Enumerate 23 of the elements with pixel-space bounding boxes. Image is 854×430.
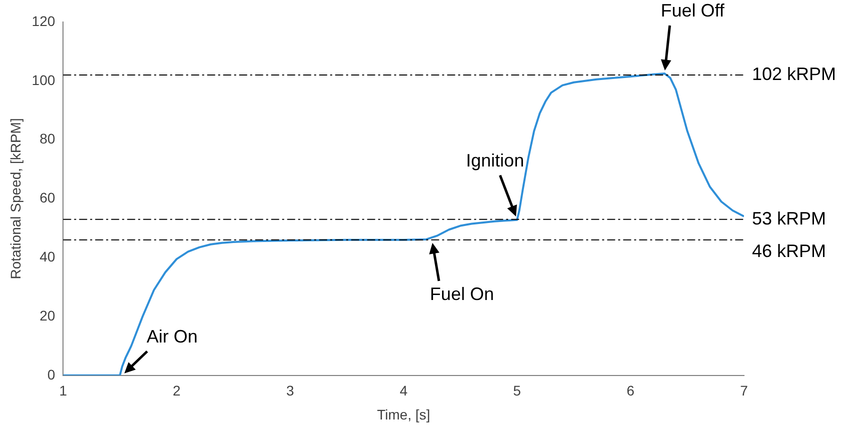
y-axis-title: Rotational Speed, [kRPM] bbox=[7, 118, 24, 280]
y-tick-label: 80 bbox=[40, 130, 56, 147]
x-tick-label: 4 bbox=[400, 382, 408, 399]
x-tick-label: 6 bbox=[626, 382, 635, 399]
x-tick-label: 2 bbox=[172, 382, 181, 399]
y-tick-label: 20 bbox=[40, 307, 56, 324]
x-axis-title: Time, [s] bbox=[377, 406, 430, 422]
annotation: Ignition bbox=[466, 150, 524, 170]
y-tick-label: 0 bbox=[47, 366, 56, 382]
y-tick-label: 120 bbox=[32, 12, 56, 29]
annotation: Air On bbox=[146, 326, 198, 346]
annotation: Fuel Off bbox=[660, 0, 726, 21]
x-tick-label: 3 bbox=[286, 382, 294, 399]
y-tick-label: 100 bbox=[32, 72, 56, 88]
y-tick-label: 60 bbox=[40, 190, 56, 206]
ref-line-label: 46 kRPM bbox=[752, 240, 826, 261]
ref-line-label: 53 kRPM bbox=[752, 208, 826, 228]
ref-line-label: 102 kRPM bbox=[752, 64, 836, 84]
x-tick-label: 7 bbox=[740, 382, 748, 399]
y-tick-label: 40 bbox=[40, 248, 56, 264]
x-tick-label: 5 bbox=[513, 382, 522, 399]
annotation: Fuel On bbox=[430, 284, 494, 304]
x-tick-label: 1 bbox=[59, 382, 68, 399]
